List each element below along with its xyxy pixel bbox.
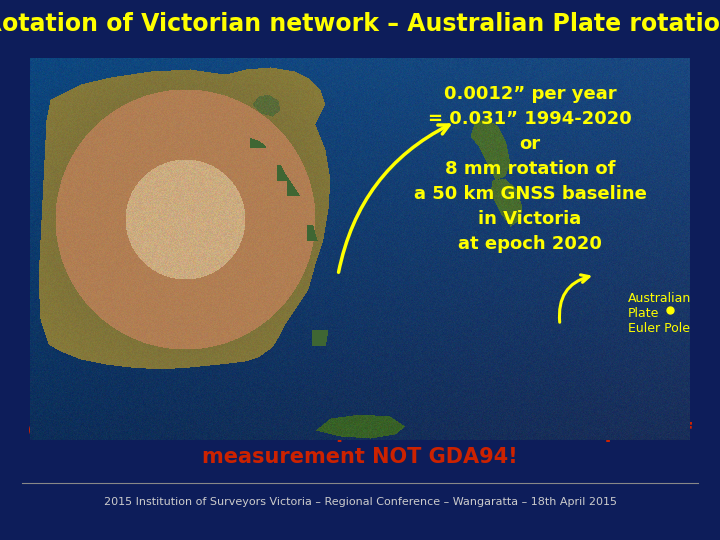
Text: 0.0012” per year
= 0.031” 1994-2020
or
8 mm rotation of
a 50 km GNSS baseline
in: 0.0012” per year = 0.031” 1994-2020 or 8… bbox=[413, 85, 647, 253]
Text: Australian
Plate
Euler Pole: Australian Plate Euler Pole bbox=[628, 292, 691, 335]
Text: Rotation of Victorian network – Australian Plate rotation: Rotation of Victorian network – Australi… bbox=[0, 12, 720, 36]
Text: 2015 Institution of Surveyors Victoria – Regional Conference – Wangaratta – 18th: 2015 Institution of Surveyors Victoria –… bbox=[104, 497, 616, 507]
Text: GNSS baseline vector computation is in ITRF at epoch of: GNSS baseline vector computation is in I… bbox=[28, 422, 692, 442]
Text: measurement NOT GDA94!: measurement NOT GDA94! bbox=[202, 447, 518, 467]
